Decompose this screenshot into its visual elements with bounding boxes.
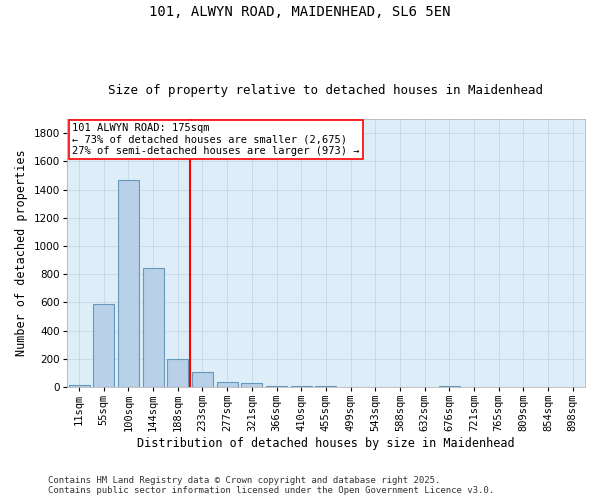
Text: Contains HM Land Registry data © Crown copyright and database right 2025.
Contai: Contains HM Land Registry data © Crown c…	[48, 476, 494, 495]
Bar	[167, 359, 188, 387]
Text: 101 ALWYN ROAD: 175sqm
← 73% of detached houses are smaller (2,675)
27% of semi-: 101 ALWYN ROAD: 175sqm ← 73% of detached…	[72, 123, 359, 156]
Bar	[291, 386, 311, 387]
Bar	[241, 384, 262, 387]
Bar	[316, 386, 337, 387]
Bar	[143, 268, 164, 387]
Bar	[266, 386, 287, 387]
Bar	[68, 385, 89, 387]
Bar	[439, 386, 460, 387]
Text: 101, ALWYN ROAD, MAIDENHEAD, SL6 5EN: 101, ALWYN ROAD, MAIDENHEAD, SL6 5EN	[149, 5, 451, 19]
Title: Size of property relative to detached houses in Maidenhead: Size of property relative to detached ho…	[109, 84, 544, 97]
Bar	[93, 304, 114, 387]
X-axis label: Distribution of detached houses by size in Maidenhead: Distribution of detached houses by size …	[137, 437, 515, 450]
Y-axis label: Number of detached properties: Number of detached properties	[15, 150, 28, 356]
Bar	[118, 180, 139, 387]
Bar	[192, 372, 213, 387]
Bar	[217, 382, 238, 387]
